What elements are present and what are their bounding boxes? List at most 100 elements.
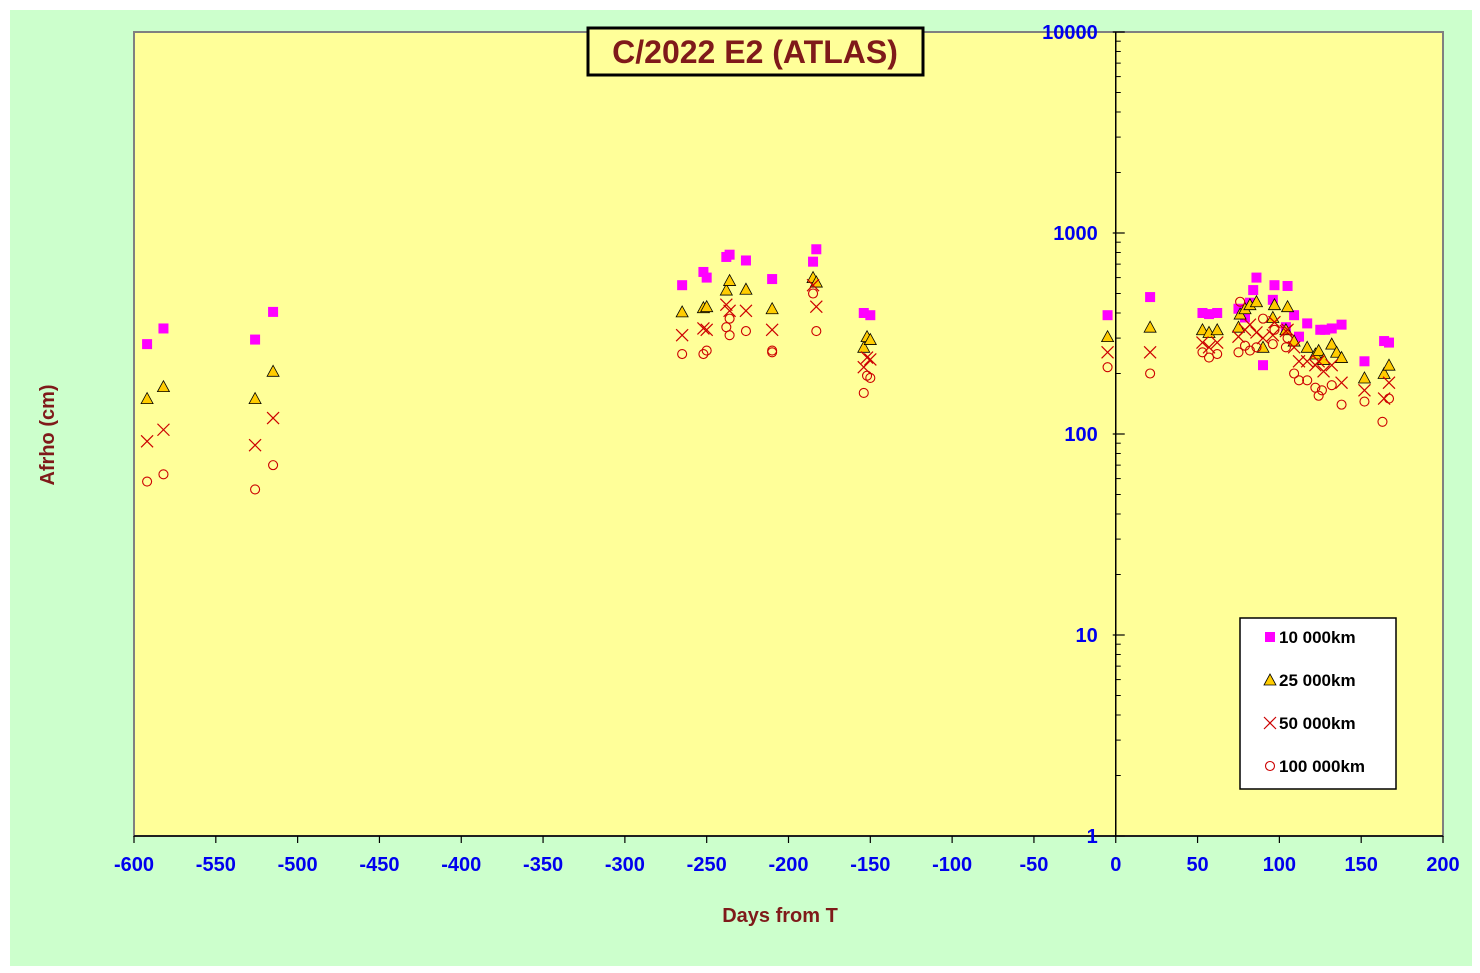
data-point — [677, 348, 688, 360]
series-2 — [140, 270, 1396, 405]
data-point — [1282, 333, 1293, 344]
data-point — [740, 326, 752, 337]
data-point — [1300, 340, 1314, 353]
data-point — [807, 288, 819, 299]
data-point — [1335, 376, 1348, 390]
y-tick-label: 10000 — [1042, 22, 1098, 44]
data-point — [1212, 307, 1223, 318]
x-tick-label: -100 — [932, 854, 972, 876]
x-tick-label: -250 — [687, 854, 727, 876]
data-point — [1287, 340, 1301, 354]
data-point — [1281, 323, 1294, 337]
data-point — [1195, 322, 1210, 336]
legend-marker — [1263, 716, 1277, 730]
x-tick-label: 150 — [1345, 854, 1378, 876]
data-point — [724, 313, 735, 324]
data-point — [140, 434, 154, 448]
data-point — [1269, 324, 1280, 335]
x-tick-label: -350 — [523, 854, 563, 876]
data-point — [1300, 354, 1314, 368]
data-point — [158, 323, 169, 334]
data-point — [1312, 354, 1326, 368]
data-point — [1311, 343, 1326, 356]
data-point — [1251, 342, 1262, 353]
data-point — [266, 411, 280, 425]
data-point — [1210, 322, 1224, 336]
legend-label: 50 000km — [1279, 714, 1356, 733]
x-tick-label: -50 — [1019, 854, 1048, 876]
data-point — [1100, 329, 1115, 343]
data-point — [157, 423, 170, 437]
data-point — [1358, 383, 1371, 397]
legend-marker — [1265, 632, 1275, 642]
data-point — [700, 323, 714, 337]
data-point — [767, 274, 778, 285]
data-point — [156, 379, 171, 393]
data-point — [1257, 313, 1269, 324]
x-tick-label: 0 — [1110, 854, 1121, 876]
data-point — [1251, 272, 1262, 283]
data-point — [1256, 331, 1270, 345]
data-point — [1268, 315, 1281, 329]
data-point — [1302, 375, 1313, 386]
data-point — [1279, 322, 1293, 336]
data-point — [1143, 320, 1157, 333]
data-point — [860, 351, 874, 365]
data-point — [1204, 309, 1215, 320]
data-point — [863, 332, 877, 345]
data-point — [1267, 297, 1282, 311]
y-axis-title: Afrho (cm) — [37, 384, 59, 485]
y-tick-label: 1000 — [1053, 223, 1098, 245]
data-point — [719, 283, 733, 296]
data-point — [677, 280, 688, 291]
y-axis-ticks: 1 10 100 1000 10000 — [1042, 22, 1125, 848]
legend-marker — [1264, 760, 1276, 772]
chart-title-box: C/2022 E2 (ATLAS) — [586, 26, 925, 77]
series-4 — [142, 288, 1395, 495]
data-point — [1384, 337, 1395, 348]
data-point — [1145, 368, 1156, 379]
data-point — [1101, 345, 1114, 359]
data-point — [1336, 319, 1347, 330]
data-point — [268, 460, 279, 471]
x-tick-label: -300 — [605, 854, 645, 876]
data-point — [675, 305, 689, 318]
x-axis-ticks: -600 -550 -500 -450 -400 -350 -300 -250 -200 -150… — [114, 836, 1460, 876]
data-point — [140, 391, 154, 405]
data-point — [1267, 294, 1278, 305]
data-point — [1383, 393, 1395, 404]
data-point — [722, 273, 737, 286]
plot-area — [133, 31, 1444, 837]
data-point — [811, 244, 822, 255]
data-point — [1243, 318, 1257, 332]
data-point — [1325, 337, 1339, 350]
data-point — [1325, 358, 1339, 372]
data-point — [1382, 376, 1396, 390]
data-point — [142, 339, 153, 350]
data-point — [1266, 328, 1280, 342]
data-point — [808, 256, 819, 267]
data-point — [1316, 385, 1327, 396]
data-point — [1294, 331, 1305, 342]
data-point — [865, 372, 876, 384]
chart-title-frame — [586, 26, 925, 77]
data-point — [865, 310, 876, 321]
legend-label: 10 000km — [1279, 628, 1356, 647]
data-point — [248, 438, 262, 452]
data-point — [1289, 310, 1300, 321]
data-point — [1357, 371, 1372, 384]
x-tick-label: -600 — [114, 854, 154, 876]
data-point — [765, 323, 779, 337]
data-point — [1282, 280, 1293, 291]
data-point — [1143, 345, 1157, 359]
data-point — [1197, 347, 1208, 358]
data-point — [739, 304, 753, 318]
data-point — [1267, 339, 1278, 350]
y-tick-label: 100 — [1064, 424, 1097, 446]
data-point — [1235, 296, 1246, 307]
data-point — [1196, 336, 1209, 350]
data-point — [1197, 307, 1208, 318]
legend-label: 25 000km — [1279, 671, 1356, 690]
data-point — [1102, 310, 1113, 321]
